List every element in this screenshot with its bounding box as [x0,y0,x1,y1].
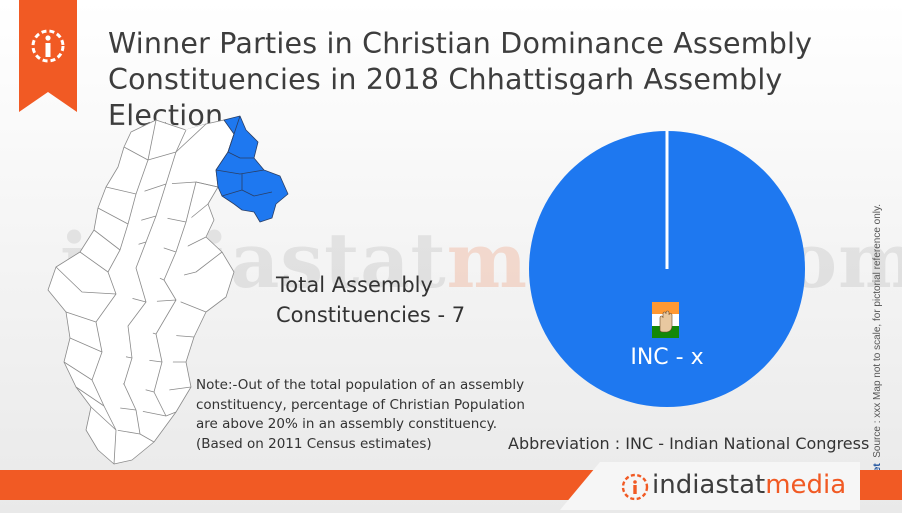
page-title: Winner Parties in Christian Dominance As… [108,26,898,134]
note-line-1: Note:-Out of the total population of an … [196,377,525,393]
note: Note:-Out of the total population of an … [196,376,536,454]
congress-hand-icon [652,302,679,338]
abbreviation: Abbreviation : INC - Indian National Con… [508,434,870,453]
footer-brand: indiastatmedia [652,470,847,500]
title-line-1: Winner Parties in Christian Dominance As… [108,27,813,60]
info-icon [621,473,649,501]
source-text: Source : xxx Map not to scale, for picto… [872,203,883,458]
pie-chart [529,131,805,407]
base-state-shape [47,119,235,465]
note-line-2: constituency, percentage of Christian Po… [196,396,525,413]
info-icon [19,0,77,112]
footer-brand-box [560,462,860,510]
note-line-4: (Based on 2011 Census estimates) [196,435,432,452]
total-line-2: Constituencies - 7 [276,303,466,327]
highlighted-constituencies [215,115,289,223]
chhattisgarh-map [47,115,289,465]
total-constituencies: Total Assembly Constituencies - 7 [276,270,465,330]
total-line-1: Total Assembly [276,273,433,297]
source-note: Datanet Source : xxx Map not to scale, f… [872,204,883,500]
pie-slice-label: INC - x [630,345,704,370]
note-line-3: are above 20% in an assembly constituenc… [196,416,498,432]
